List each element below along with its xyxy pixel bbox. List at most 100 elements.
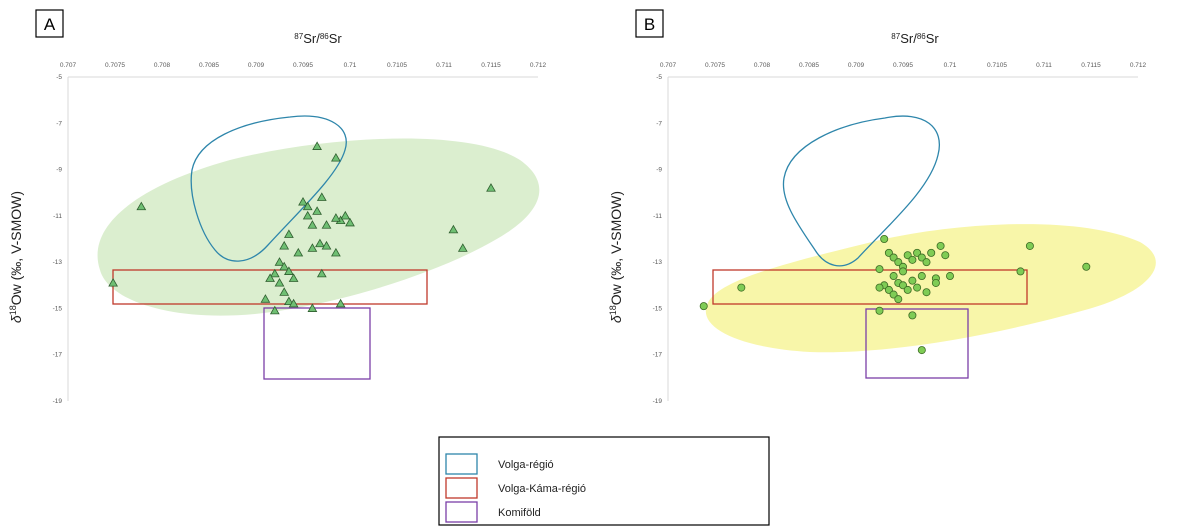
data-point [448,224,459,234]
data-point [1082,262,1091,271]
komi-region-outline [865,308,969,379]
legend-swatch-volga-kama [445,477,478,499]
panel-label-box [35,9,64,38]
legend-label-komi: Komiföld [498,507,541,519]
data-point [288,273,299,282]
data-point [931,278,940,287]
x-title-main: Sr/ [900,31,917,46]
legend-swatch-volga [445,453,478,475]
volga-region-outline [190,115,347,262]
x-tick-label: 0.707 [660,62,677,69]
data-point [1016,267,1025,276]
data-point [302,201,313,211]
data-point [699,302,708,311]
y-axis-title: δ18Ow (‰, V-SMOW) [608,191,624,323]
legend-frame [438,436,770,526]
data-point [875,306,884,315]
data-point [486,183,496,192]
volga-kama-region-outline [712,269,1028,305]
data-point [889,253,898,262]
data-point [884,248,893,257]
data-point [316,192,327,201]
x-title-sup1: 87 [294,32,303,41]
legend-swatch-komi [445,501,478,523]
data-point [279,261,290,271]
data-point [335,298,346,308]
x-tick-label: 0.7075 [105,62,125,69]
data-point [908,276,917,285]
y-tick-label: -19 [653,398,663,405]
y-tick-label: -11 [53,213,62,220]
y-tick-label: -7 [56,120,62,127]
panel-a: A 87Sr/86Sr δ18Ow (‰, V-SMOW) 0.707 0.707… [8,9,547,405]
data-point [927,248,936,257]
y-tick-label: -19 [53,398,63,405]
data-point [321,240,332,250]
data-point [922,258,931,267]
data-point [913,248,922,257]
y-tick-label: -9 [656,167,662,174]
data-point [941,251,950,260]
data-point [345,217,355,227]
y-tick-label: -13 [653,259,663,266]
data-points [108,141,496,315]
legend: Volga-régió Volga-Káma-régió Komiföld [438,436,770,526]
x-tick-label: 0.711 [1036,62,1052,69]
y-title-main: Ow (‰, V-SMOW) [8,191,24,305]
data-point [284,266,294,275]
x-tick-label: 0.708 [754,62,771,69]
data-point [903,285,912,294]
y-tick-label: -11 [653,213,662,220]
y-tick-label: -17 [53,352,63,359]
komi-region-outline [263,307,371,380]
legend-label-volga-kama: Volga-Káma-régió [498,483,586,495]
data-point [899,267,908,276]
x-tick-label: 0.7075 [705,62,725,69]
x-title-sup2: 86 [320,32,329,41]
data-point [908,311,917,320]
sample-region [705,224,1156,353]
data-point [875,265,884,274]
data-point [917,253,926,262]
x-axis-title: 87Sr/86Sr [294,31,342,46]
x-tick-label: 0.7115 [1081,62,1101,69]
data-point [274,257,285,266]
x-tick-label: 0.7095 [293,62,313,69]
sample-region [97,138,540,316]
volga-region-outline [782,115,940,267]
panel-b: B 87Sr/86Sr δ18Ow (‰, V-SMOW) 0.707 0.707… [608,9,1156,405]
data-point [307,243,318,252]
data-point [265,273,275,282]
y-tick-label: -5 [56,74,62,81]
x-tick-label: 0.7115 [481,62,501,69]
y-tick-label: -9 [56,167,62,174]
x-tick-label: 0.712 [1130,62,1147,69]
data-point [312,141,322,150]
data-point [293,247,304,257]
x-title-sup2: 86 [917,32,926,41]
data-point [889,290,898,299]
data-point [340,210,351,220]
data-point [298,196,308,206]
data-point [136,201,147,211]
data-point [917,272,926,281]
y-tick-label: -17 [653,352,663,359]
data-point [274,277,285,287]
data-point [936,241,945,250]
x-title-sup1: 87 [891,32,900,41]
data-point [884,285,893,294]
x-tick-label: 0.7085 [799,62,819,69]
volga-kama-region-outline [112,269,428,305]
y-tick-label: -7 [656,120,662,127]
data-point [108,277,119,287]
x-title-tail: Sr [329,31,343,46]
legend-label-volga: Volga-régió [498,459,554,471]
data-point [284,229,294,238]
y-tick-label: -15 [653,305,663,312]
x-axis-title: 87Sr/86Sr [891,31,939,46]
data-points [699,234,1091,355]
data-point [457,243,468,252]
x-tick-label: 0.708 [154,62,171,69]
x-tick-label: 0.709 [248,62,265,69]
panel-label: A [44,15,56,34]
